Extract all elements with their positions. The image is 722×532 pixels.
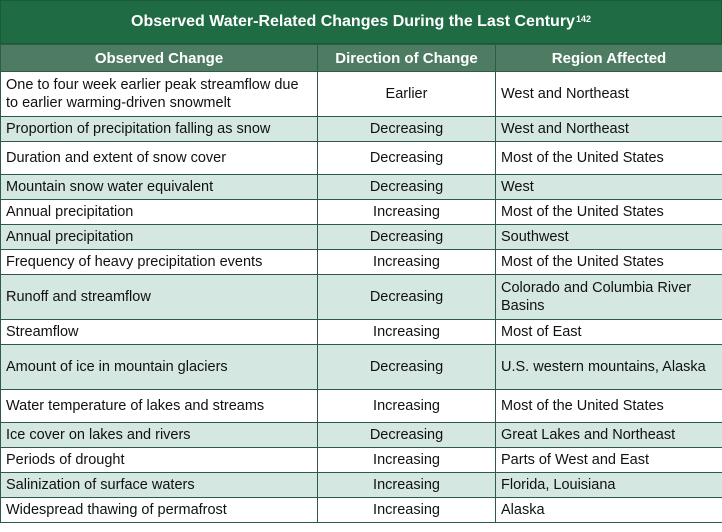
cell-region: Parts of West and East [495, 447, 722, 473]
cell-region: Colorado and Columbia River Basins [495, 274, 722, 320]
cell-direction: Increasing [317, 249, 496, 275]
cell-region: West and Northeast [495, 116, 722, 142]
cell-region: Most of the United States [495, 199, 722, 225]
cell-observed-change: Frequency of heavy precipitation events [0, 249, 318, 275]
cell-region: Alaska [495, 497, 722, 523]
cell-region: Most of the United States [495, 389, 722, 423]
cell-direction: Decreasing [317, 116, 496, 142]
table-row: Amount of ice in mountain glaciers Decrea… [0, 344, 722, 390]
table-row: Mountain snow water equivalent Decreasing… [0, 174, 722, 200]
cell-region: Southwest [495, 224, 722, 250]
table-row: One to four week earlier peak streamflow… [0, 71, 722, 117]
cell-observed-change: Proportion of precipitation falling as s… [0, 116, 318, 142]
cell-direction: Increasing [317, 497, 496, 523]
cell-region: U.S. western mountains, Alaska [495, 344, 722, 390]
cell-observed-change: Periods of drought [0, 447, 318, 473]
table-title-text: Observed Water-Related Changes During th… [131, 13, 575, 30]
table-row: Duration and extent of snow cover Decreas… [0, 141, 722, 175]
water-changes-table: Observed Change Direction of Change Regi… [0, 44, 722, 523]
cell-region: West [495, 174, 722, 200]
table-row: Annual precipitation Increasing Most of th… [0, 199, 722, 225]
table-row: Frequency of heavy precipitation events I… [0, 249, 722, 275]
cell-region: West and Northeast [495, 71, 722, 117]
title-reference-number: 142 [575, 14, 591, 24]
cell-region: Most of East [495, 319, 722, 345]
cell-observed-change: Mountain snow water equivalent [0, 174, 318, 200]
cell-observed-change: Amount of ice in mountain glaciers [0, 344, 318, 390]
cell-direction: Increasing [317, 447, 496, 473]
cell-direction: Decreasing [317, 224, 496, 250]
cell-direction: Earlier [317, 71, 496, 117]
column-header-region: Region Affected [495, 44, 722, 72]
cell-direction: Decreasing [317, 344, 496, 390]
cell-observed-change: Water temperature of lakes and streams [0, 389, 318, 423]
cell-observed-change: One to four week earlier peak streamflow… [0, 71, 318, 117]
cell-observed-change: Ice cover on lakes and rivers [0, 422, 318, 448]
cell-direction: Increasing [317, 319, 496, 345]
cell-region: Florida, Louisiana [495, 472, 722, 498]
cell-region: Most of the United States [495, 249, 722, 275]
table-row: Ice cover on lakes and rivers Decreasing G… [0, 422, 722, 448]
cell-observed-change: Streamflow [0, 319, 318, 345]
header-row: Observed Change Direction of Change Regi… [0, 44, 722, 72]
table-row: Runoff and streamflow Decreasing Colorado … [0, 274, 722, 320]
cell-observed-change: Duration and extent of snow cover [0, 141, 318, 175]
cell-direction: Increasing [317, 199, 496, 225]
table-row: Salinization of surface waters Increasing… [0, 472, 722, 498]
table-row: Periods of drought Increasing Parts of Wes… [0, 447, 722, 473]
cell-observed-change: Widespread thawing of permafrost [0, 497, 318, 523]
column-header-observed-change: Observed Change [0, 44, 318, 72]
cell-observed-change: Annual precipitation [0, 199, 318, 225]
table-row: Water temperature of lakes and streams In… [0, 389, 722, 423]
cell-direction: Decreasing [317, 141, 496, 175]
cell-direction: Decreasing [317, 174, 496, 200]
table-row: Proportion of precipitation falling as s… [0, 116, 722, 142]
cell-direction: Decreasing [317, 274, 496, 320]
cell-observed-change: Runoff and streamflow [0, 274, 318, 320]
cell-direction: Increasing [317, 472, 496, 498]
table-row: Annual precipitation Decreasing Southwest [0, 224, 722, 250]
column-header-direction: Direction of Change [317, 44, 496, 72]
table-title: Observed Water-Related Changes During th… [0, 0, 722, 44]
cell-direction: Increasing [317, 389, 496, 423]
cell-observed-change: Salinization of surface waters [0, 472, 318, 498]
cell-region: Most of the United States [495, 141, 722, 175]
table-row: Streamflow Increasing Most of East [0, 319, 722, 345]
cell-direction: Decreasing [317, 422, 496, 448]
cell-observed-change: Annual precipitation [0, 224, 318, 250]
cell-region: Great Lakes and Northeast [495, 422, 722, 448]
table-row: Widespread thawing of permafrost Increasi… [0, 497, 722, 523]
